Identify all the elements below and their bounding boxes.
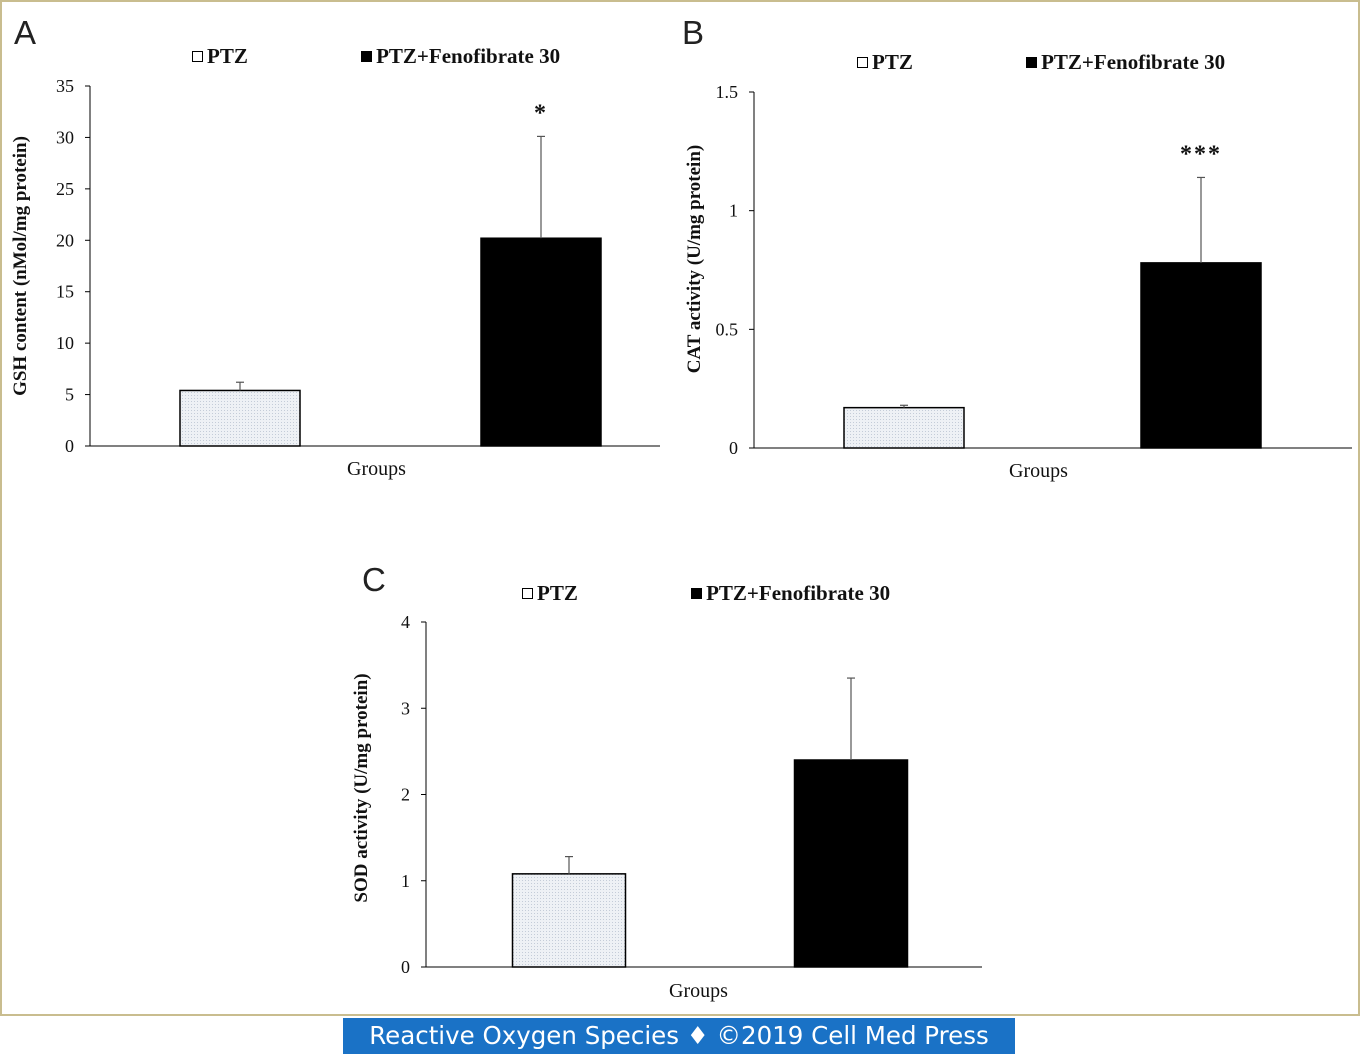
chart-plot: 0 1 2 3 4 (401, 612, 982, 977)
chart-legend: PTZ PTZ+Fenofibrate 30 (522, 581, 890, 606)
y-tick-label: 20 (56, 230, 74, 250)
y-tick-label: 15 (56, 282, 74, 302)
bar-fenofibrate (793, 759, 909, 968)
legend-label-ptz: PTZ (872, 50, 913, 74)
bar-ptz (179, 389, 301, 447)
x-axis-label: Groups (1009, 460, 1068, 482)
legend-item-fenofibrate: PTZ+Fenofibrate 30 (361, 44, 560, 68)
legend-label-ptz: PTZ (207, 44, 248, 68)
panel-a: A PTZ PTZ+Fenofibrate 30 GSH content (nM… (2, 2, 682, 507)
panel-letter: A (14, 14, 37, 51)
legend-item-ptz: PTZ (522, 581, 578, 605)
bar-fenofibrate (1140, 262, 1262, 449)
y-tick-label: 3 (401, 698, 410, 718)
y-tick-label: 1 (729, 201, 738, 221)
panel-letter: C (362, 561, 386, 598)
y-tick-label: 35 (56, 76, 74, 96)
figure-frame: A PTZ PTZ+Fenofibrate 30 GSH content (nM… (0, 0, 1360, 1016)
legend-label-fenofibrate: PTZ+Fenofibrate 30 (376, 44, 561, 68)
bar-fenofibrate (480, 237, 602, 447)
y-tick-label: 5 (65, 385, 74, 405)
y-tick-label: 1.5 (716, 82, 739, 102)
x-axis-label: Groups (347, 458, 406, 480)
y-tick-label: 0 (401, 957, 410, 977)
chart-legend: PTZ PTZ+Fenofibrate 30 (857, 50, 1225, 75)
legend-swatch-ptz (857, 57, 868, 68)
legend-label-fenofibrate: PTZ+Fenofibrate 30 (706, 581, 891, 605)
panel-letter: B (682, 14, 705, 51)
y-tick-label: 0 (65, 436, 74, 456)
y-tick-label: 4 (401, 612, 410, 632)
legend-swatch-ptz (192, 51, 203, 62)
chart-legend: PTZ PTZ+Fenofibrate 30 (192, 44, 560, 69)
chart-plot: 0 5 10 15 20 25 30 35 * (56, 76, 660, 456)
chart-plot: 0 0.5 1 1.5 *** (716, 82, 1352, 458)
legend-swatch-fenofibrate (1026, 57, 1038, 68)
x-axis-label: Groups (669, 980, 728, 1002)
y-tick-label: 25 (56, 179, 74, 199)
y-tick-label: 10 (56, 333, 74, 353)
y-tick-label: 0 (729, 438, 738, 458)
legend-swatch-fenofibrate (691, 588, 703, 599)
journal-caption: Reactive Oxygen Species ♦ ©2019 Cell Med… (343, 1018, 1015, 1054)
legend-item-fenofibrate: PTZ+Fenofibrate 30 (1026, 50, 1225, 74)
legend-label-fenofibrate: PTZ+Fenofibrate 30 (1041, 50, 1226, 74)
y-tick-label: 0.5 (716, 319, 739, 339)
y-tick-label: 1 (401, 871, 410, 891)
significance-label: * (534, 100, 548, 126)
y-tick-label: 30 (56, 127, 74, 147)
legend-swatch-ptz (522, 588, 533, 599)
y-tick-label: 2 (401, 785, 410, 805)
panel-c: C PTZ PTZ+Fenofibrate 30 SOD activity (U… (342, 547, 1042, 1012)
y-axis-label: GSH content (nMol/mg protein) (10, 136, 31, 396)
legend-item-ptz: PTZ (192, 44, 248, 68)
legend-item-ptz: PTZ (857, 50, 913, 74)
legend-label-ptz: PTZ (537, 581, 578, 605)
y-axis-label: CAT activity (U/mg protein) (684, 144, 705, 374)
legend-swatch-fenofibrate (361, 51, 373, 62)
y-axis-label: SOD activity (U/mg protein) (351, 673, 372, 903)
bar-ptz (843, 406, 965, 449)
bar-ptz (511, 873, 627, 968)
legend-item-fenofibrate: PTZ+Fenofibrate 30 (691, 581, 890, 605)
significance-label: *** (1180, 141, 1222, 167)
panel-b: B PTZ PTZ+Fenofibrate 30 CAT activity (U… (682, 2, 1362, 507)
